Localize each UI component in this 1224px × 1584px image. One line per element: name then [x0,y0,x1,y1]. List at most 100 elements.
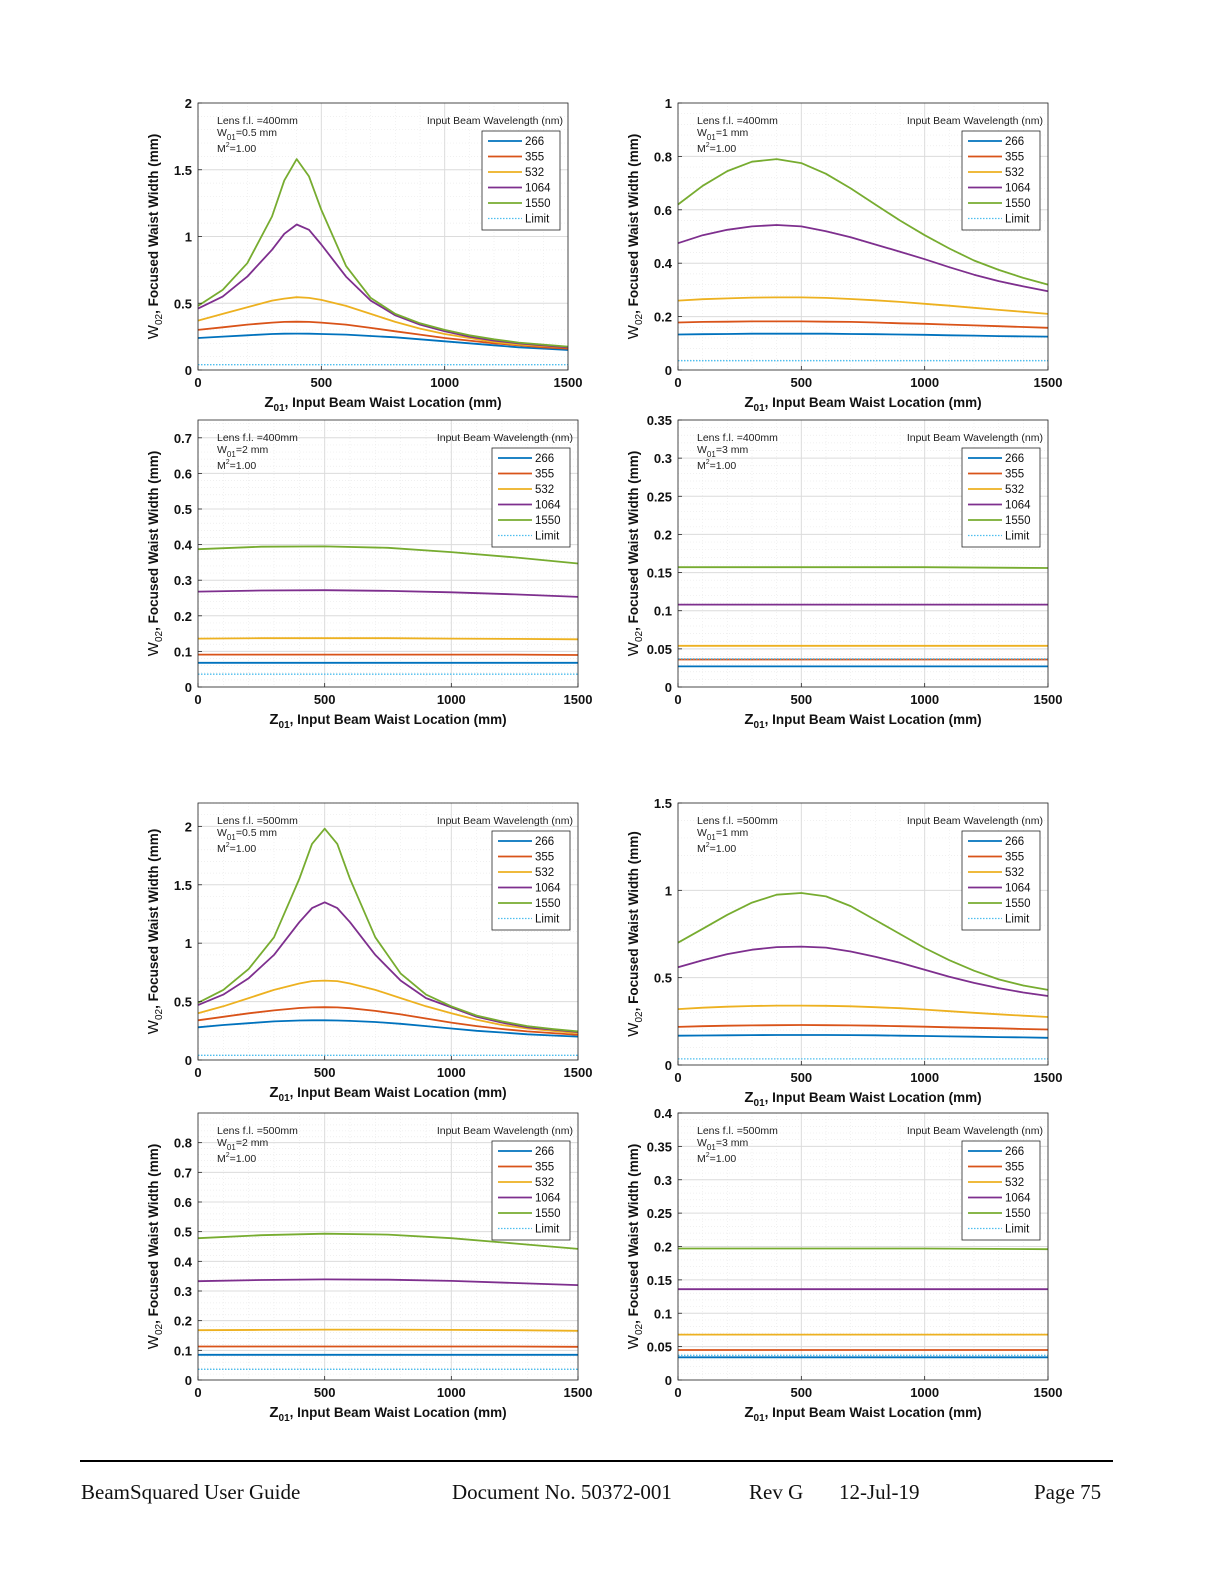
annotation-w01: W01=3 mm [697,444,748,459]
legend-label-355: 355 [535,1162,554,1174]
y-tick-label: 0 [185,1373,192,1388]
x-tick-label: 1500 [564,1385,593,1400]
legend-label-266: 266 [1005,1146,1024,1158]
annotation-lens: Lens f.l. =400mm [697,115,778,127]
y-tick-label: 1.5 [174,878,192,893]
x-axis-label: Z01, Input Beam Waist Location (mm) [269,711,506,731]
x-tick-label: 0 [674,375,681,390]
chart-fl400-w1: 0 500 1000 1500 0 0.2 0.4 0.6 0.8 1 Z01, Input Bea… [620,95,1070,415]
y-axis-label: W02, Focused Waist Width (mm) [625,831,645,1036]
y-tick-label: 2 [185,819,192,834]
chart-fl500-w05: 0 500 1000 1500 0 0.5 1 1.5 2 Z01, Input Beam Wai… [140,795,600,1105]
legend-label-1550: 1550 [535,898,561,910]
axes-box [197,1112,579,1381]
x-tick-label: 500 [314,1065,336,1080]
y-axis-label: W02, Focused Waist Width (mm) [145,829,165,1034]
legend-label-532: 532 [1005,167,1024,179]
y-tick-label: 1 [185,936,192,951]
series-line-1550 [197,158,569,348]
annotation-lens: Lens f.l. =500mm [217,1125,298,1137]
legend-label-532: 532 [535,484,554,496]
annotation-w01: W01=1 mm [697,827,748,842]
series-line-532 [677,1004,1049,1018]
series-line-1550 [197,1232,579,1250]
x-axis-label: Z01, Input Beam Waist Location (mm) [264,394,501,414]
legend-label-355: 355 [1005,469,1024,481]
x-axis-label: Z01, Input Beam Waist Location (mm) [269,1404,506,1424]
x-tick-label: 1000 [437,1385,466,1400]
axes-box [197,419,579,688]
y-tick-label: 0.1 [174,1343,192,1358]
legend-title: Input Beam Wavelength (nm) [437,815,573,827]
series-line-532 [197,637,579,641]
legend-label-532: 532 [1005,484,1024,496]
legend: 266 355 532 1064 1550 Limit [961,1140,1041,1241]
y-axis-label: W02, Focused Waist Width (mm) [145,1144,165,1349]
y-tick-label: 0.25 [647,1206,672,1221]
legend-label-266: 266 [535,1146,554,1158]
x-axis-label: Z01, Input Beam Waist Location (mm) [744,1089,981,1109]
x-tick-label: 0 [194,1065,201,1080]
annotation-lens: Lens f.l. =400mm [697,432,778,444]
series-line-1550 [677,158,1049,286]
x-tick-label: 500 [310,375,332,390]
legend-label-1064: 1064 [525,183,551,195]
x-tick-label: 1500 [1034,692,1063,707]
y-tick-label: 0.05 [647,1340,672,1355]
y-tick-label: 0.5 [174,1225,192,1240]
legend-label-1064: 1064 [535,1193,561,1205]
y-tick-label: 0.6 [174,466,192,481]
footer-page-number: Page 75 [1034,1480,1102,1504]
legend-label-1550: 1550 [1005,898,1031,910]
footer-date: 12-Jul-19 [839,1480,920,1504]
series-line-355 [677,1024,1049,1031]
y-tick-label: 0.1 [654,1306,672,1321]
annotation-w01: W01=2 mm [217,444,268,459]
y-tick-label: 0.3 [654,1173,672,1188]
legend: 266 355 532 1064 1550 Limit [961,130,1041,231]
chart-fl500-w3: 0 500 1000 1500 0 0.05 0.1 0.15 0.2 0.25 0.3 0.35 0.… [620,1105,1070,1425]
x-tick-label: 1000 [910,692,939,707]
legend-label-532: 532 [535,867,554,879]
series-line-1064 [197,1278,579,1286]
y-tick-label: 0.2 [654,310,672,325]
series-line-1064 [197,223,569,349]
annotation-lens: Lens f.l. =400mm [217,115,298,127]
chart-fl500-w1: 0 500 1000 1500 0 0.5 1 1.5 Z01, Input Beam Wais… [620,795,1070,1110]
legend-box [961,830,1041,931]
x-tick-label: 500 [790,1070,812,1085]
legend-label-limit: Limit [1005,914,1030,926]
series-line-1550 [677,892,1049,991]
series-line-1550 [678,566,1049,569]
legend-title: Input Beam Wavelength (nm) [427,115,563,127]
chart-fl400-w3: 0 500 1000 1500 0 0.05 0.1 0.15 0.2 0.25 0.3 0.35 Z0… [620,412,1070,732]
legend-label-limit: Limit [1005,1224,1030,1236]
chart-fl500-w2: 0 500 1000 1500 0 0.1 0.2 0.3 0.4 0.5 0.6 0.7 0.8 Z01… [140,1105,600,1425]
axes-box [197,802,579,1061]
y-tick-label: 0.35 [647,413,672,428]
x-tick-label: 1000 [437,692,466,707]
y-axis-label: W02, Focused Waist Width (mm) [145,451,165,656]
y-tick-label: 0.7 [174,431,192,446]
x-tick-label: 1000 [910,1070,939,1085]
x-tick-label: 1500 [554,375,583,390]
y-axis-label: W02, Focused Waist Width (mm) [625,134,645,339]
x-tick-label: 500 [790,692,812,707]
y-tick-label: 0 [185,363,192,378]
x-tick-label: 0 [194,375,201,390]
y-tick-label: 0.3 [654,451,672,466]
y-tick-label: 1 [185,230,192,245]
legend-box [961,130,1041,231]
legend-label-1064: 1064 [535,883,561,895]
legend-label-1064: 1064 [1005,500,1031,512]
y-tick-label: 0.6 [654,203,672,218]
series-line-1550 [197,827,579,1033]
annotation-w01: W01=2 mm [217,1137,268,1152]
legend: 266 355 532 1064 1550 Limit [961,830,1041,931]
y-axis-label: W02, Focused Waist Width (mm) [145,134,165,339]
legend-label-limit: Limit [1005,531,1030,543]
x-tick-label: 500 [314,1385,336,1400]
x-tick-label: 0 [194,692,201,707]
